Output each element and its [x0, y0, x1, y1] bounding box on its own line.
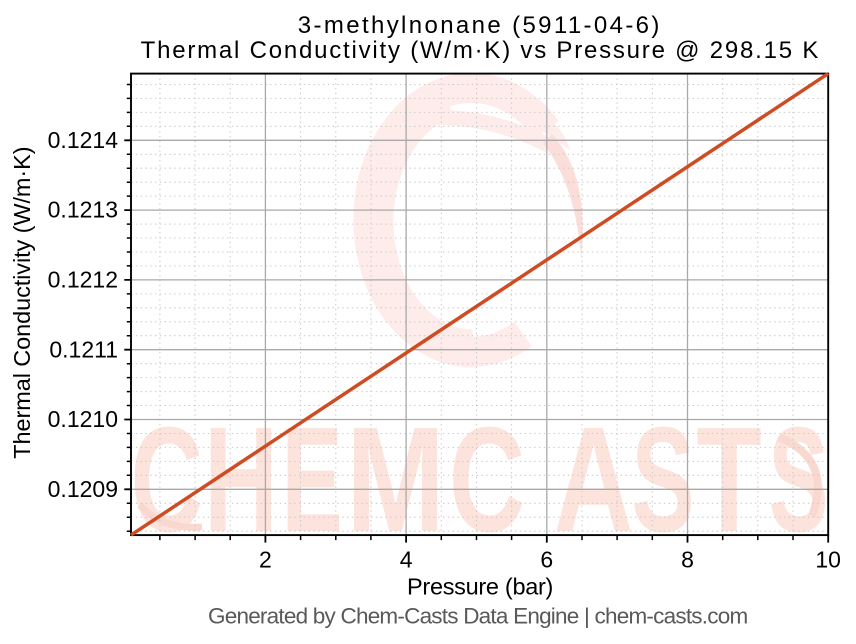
svg-text:3-methylnonane (5911-04-6): 3-methylnonane (5911-04-6) — [298, 12, 660, 39]
svg-text:0.1210: 0.1210 — [48, 406, 118, 432]
svg-text:0.1211: 0.1211 — [49, 336, 118, 362]
svg-text:0.1214: 0.1214 — [48, 127, 119, 153]
svg-text:8: 8 — [681, 546, 694, 572]
svg-text:Generated by Chem-Casts Data E: Generated by Chem-Casts Data Engine | ch… — [208, 603, 748, 628]
svg-text:2: 2 — [259, 546, 272, 572]
svg-text:0.1209: 0.1209 — [48, 476, 118, 502]
svg-text:Thermal Conductivity (W/m·K) v: Thermal Conductivity (W/m·K) vs Pressure… — [141, 37, 819, 64]
svg-text:0.1212: 0.1212 — [48, 267, 118, 293]
svg-text:4: 4 — [400, 546, 413, 572]
svg-text:Pressure (bar): Pressure (bar) — [407, 573, 553, 599]
svg-text:0.1213: 0.1213 — [48, 197, 118, 223]
svg-text:10: 10 — [815, 546, 841, 572]
svg-text:6: 6 — [540, 546, 553, 572]
svg-text:Thermal Conductivity (W/m·K): Thermal Conductivity (W/m·K) — [9, 146, 35, 458]
